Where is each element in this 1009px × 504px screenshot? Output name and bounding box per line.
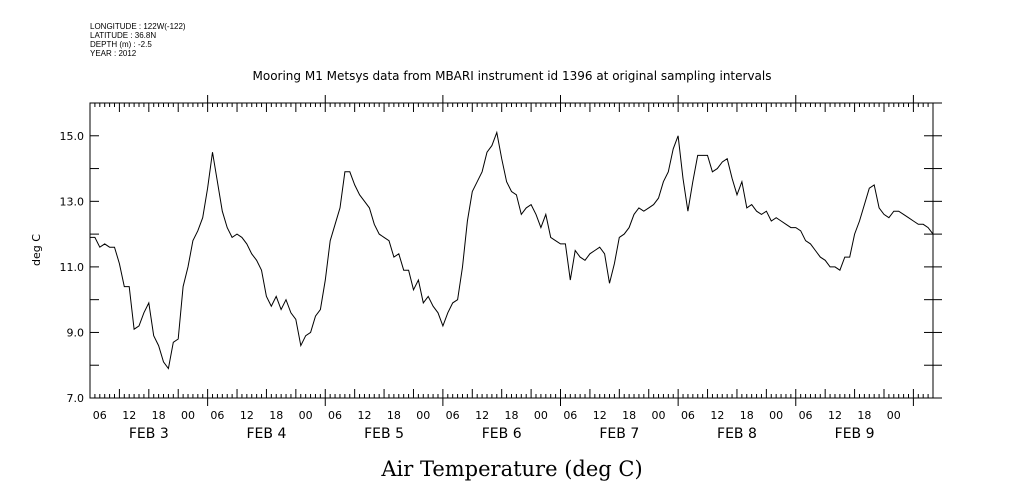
x-hour-label: 12 [828,409,842,422]
latitude-label: LATITUDE : 36.8N [90,31,157,40]
y-axis-label: deg C [30,234,43,266]
x-hour-label: 12 [240,409,254,422]
x-day-label: FEB 3 [129,426,169,442]
x-axis-label: Air Temperature (deg C) [380,457,642,481]
y-tick-label: 11.0 [60,261,85,274]
x-hour-label: 18 [622,409,636,422]
x-hour-label: 06 [446,409,460,422]
x-hour-label: 06 [93,409,107,422]
year-label: YEAR : 2012 [90,49,137,58]
x-hour-label: 18 [857,409,871,422]
y-tick-label: 7.0 [67,392,85,405]
x-hour-label: 18 [740,409,754,422]
y-axis: 7.0 9.0 11.0 13.0 15.0 [60,102,942,405]
longitude-label: LONGITUDE : 122W(-122) [90,22,186,31]
x-hour-label: 00 [181,409,195,422]
x-day-label: FEB 4 [247,426,287,442]
x-hour-label: 00 [769,409,783,422]
y-tick-label: 15.0 [60,130,85,143]
x-hour-label: 12 [357,409,371,422]
y-tick-label: 13.0 [60,195,85,208]
x-hour-label: 00 [534,409,548,422]
x-day-label: FEB 9 [835,426,875,442]
x-hour-label: 00 [299,409,313,422]
x-hour-label: 18 [152,409,166,422]
x-hour-label: 06 [210,409,224,422]
x-day-label: FEB 6 [482,426,522,442]
x-hour-label: 00 [652,409,666,422]
x-hour-label: 00 [416,409,430,422]
x-hour-label: 06 [563,409,577,422]
x-hour-label: 12 [475,409,489,422]
x-day-label: FEB 5 [364,426,404,442]
x-hour-label: 06 [799,409,813,422]
chart-title: Mooring M1 Metsys data from MBARI instru… [253,69,772,83]
x-hour-label: 06 [328,409,342,422]
x-hour-label: 06 [681,409,695,422]
plot-frame [89,102,934,399]
x-axis: 06 12 18 00 06 12 18 00 06 12 18 00 06 12 18 00 06 12 18 00… [89,95,934,442]
x-day-label: FEB 7 [599,426,639,442]
x-hour-label: 12 [593,409,607,422]
x-hour-label: 18 [505,409,519,422]
x-hour-label: 18 [269,409,283,422]
air-temperature-series-line [90,130,934,370]
x-hour-label: 00 [887,409,901,422]
x-hour-label: 12 [122,409,136,422]
y-tick-label: 9.0 [67,326,85,339]
metadata-block: LONGITUDE : 122W(-122) LATITUDE : 36.8N … [90,22,186,58]
depth-label: DEPTH (m) : -2.5 [90,40,152,49]
x-day-label: FEB 8 [717,426,757,442]
x-hour-label: 12 [710,409,724,422]
x-hour-label: 18 [387,409,401,422]
